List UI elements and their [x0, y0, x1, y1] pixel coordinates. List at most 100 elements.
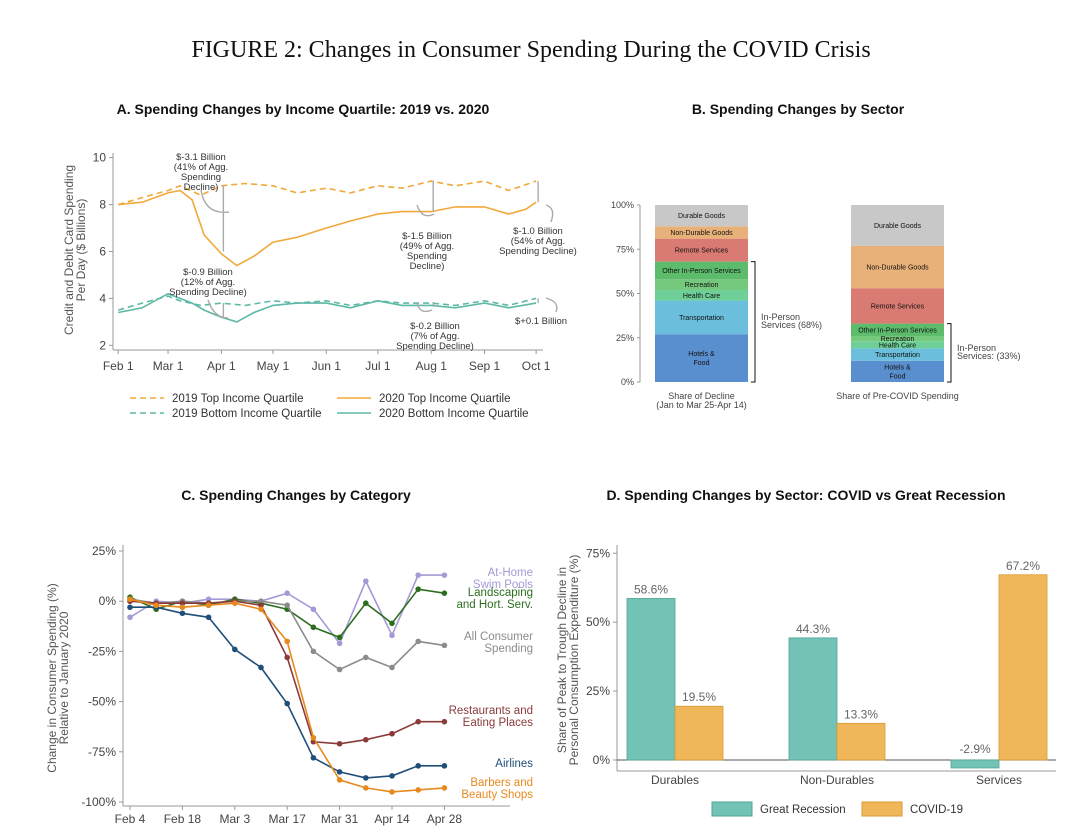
- x-tick-label: Feb 18: [164, 812, 202, 826]
- series-point: [415, 572, 422, 578]
- stacked-bar-segment: [655, 300, 748, 335]
- legend-label: 2019 Top Income Quartile: [172, 393, 303, 405]
- y-tick-label: 25%: [586, 684, 610, 698]
- series-line: [129, 598, 445, 793]
- annotation-text: (41% of Agg.: [174, 162, 228, 173]
- panel-a: A. Spending Changes by Income Quartile: …: [62, 101, 577, 420]
- series-point: [205, 602, 212, 609]
- annotation-text: Spending: [407, 251, 447, 262]
- y-tick-label: 50%: [586, 615, 610, 629]
- x-tick-label: Apr 1: [207, 359, 236, 373]
- y-axis-label-line: Personal Consumption Expenditure (%): [567, 555, 581, 766]
- y-tick-label: -75%: [88, 745, 116, 759]
- series-point: [310, 755, 317, 761]
- series-label: All Consumer: [464, 631, 533, 643]
- stacked-bar-segment: [655, 261, 748, 280]
- x-tick-label: Non-Durables: [800, 773, 874, 787]
- stacked-bar-segment: [851, 341, 944, 349]
- y-axis-label-line: Relative to January 2020: [57, 611, 71, 744]
- bar: [626, 598, 676, 761]
- series-point: [127, 614, 133, 621]
- bracket: [947, 323, 952, 383]
- x-tick-label: Feb 1: [103, 359, 134, 373]
- segment-label: Remote Services: [871, 303, 925, 310]
- bar-value-label: -2.9%: [959, 742, 991, 756]
- annotation-text: Spending Decline): [169, 287, 247, 298]
- series-label: and Hort. Serv.: [457, 599, 534, 611]
- series-label: At-Home: [488, 567, 533, 579]
- annotation-leader: [545, 297, 558, 313]
- x-tick-label: Mar 3: [219, 812, 250, 826]
- x-tick-label: May 1: [257, 359, 290, 373]
- x-tick-label: Oct 1: [522, 359, 551, 373]
- segment-label: Transportation: [679, 315, 724, 322]
- annotation-text: $-1.0 Billion: [513, 226, 563, 237]
- bracket: [751, 261, 756, 383]
- stacked-bar-segment: [851, 245, 944, 289]
- y-tick-label: 8: [99, 198, 106, 212]
- series-label: Eating Places: [463, 717, 534, 729]
- stacked-bar-segment: [851, 323, 944, 336]
- series-point: [363, 600, 369, 607]
- annotation-text: Spending: [181, 172, 221, 183]
- annotation-text: (49% of Agg.: [400, 241, 454, 252]
- series-point: [179, 604, 186, 611]
- series-point: [363, 654, 369, 661]
- series-line: [129, 588, 445, 639]
- series-label: Beauty Shops: [461, 789, 533, 801]
- series-point: [205, 614, 212, 621]
- annotation-text: (7% of Agg.: [410, 331, 459, 342]
- series-point: [389, 664, 395, 671]
- x-tick-label: Aug 1: [416, 359, 448, 373]
- series-point: [336, 740, 343, 747]
- series-point: [389, 620, 395, 627]
- series-point: [284, 602, 291, 609]
- series-point: [415, 586, 422, 592]
- panel-c-title: C. Spending Changes by Category: [181, 487, 411, 503]
- series-label: Landscaping: [468, 587, 533, 599]
- series-point: [284, 654, 291, 661]
- series-label: Airlines: [495, 758, 533, 770]
- segment-label: Food: [890, 373, 906, 380]
- annotation-leader: [416, 302, 433, 313]
- x-tick-label: Mar 31: [321, 812, 359, 826]
- series-point: [336, 666, 343, 673]
- segment-label: Health Care: [879, 342, 916, 349]
- series-point: [336, 769, 343, 775]
- bar-value-label: 13.3%: [844, 707, 878, 721]
- stacked-bar-segment: [851, 335, 944, 342]
- y-axis-label-line: Per Day ($ Billions): [74, 199, 88, 302]
- x-tick-label: Durables: [651, 773, 699, 787]
- x-tick-label: Services: [976, 773, 1022, 787]
- series-point: [441, 572, 448, 578]
- series-line: [117, 295, 537, 311]
- legend-label: 2019 Bottom Income Quartile: [172, 408, 322, 420]
- bar: [950, 759, 1000, 769]
- category-label: Share of Pre-COVID Spending: [836, 391, 959, 401]
- bar-value-label: 19.5%: [682, 690, 716, 704]
- x-tick-label: Mar 17: [269, 812, 307, 826]
- y-axis-label-line: Share of Peak to Trough Decline in: [555, 567, 569, 753]
- annotation-text: $-1.5 Billion: [402, 231, 452, 242]
- bar-value-label: 58.6%: [634, 582, 668, 596]
- panel-a-title: A. Spending Changes by Income Quartile: …: [117, 101, 490, 117]
- series-point: [363, 785, 369, 791]
- annotation-text: Spending Decline): [396, 341, 474, 352]
- y-axis-label-line: Change in Consumer Spending (%): [45, 583, 59, 772]
- stacked-bar-segment: [851, 348, 944, 361]
- panel-d: D. Spending Changes by Sector: COVID vs …: [555, 487, 1056, 817]
- series-point: [232, 600, 238, 607]
- series-line: [130, 606, 445, 779]
- series-point: [179, 600, 186, 607]
- stacked-bar-segment: [851, 288, 944, 324]
- legend-label: 2020 Bottom Income Quartile: [379, 408, 529, 420]
- series-point: [284, 638, 291, 645]
- y-axis-label: Change in Consumer Spending (%)Relative …: [45, 583, 71, 772]
- segment-label: Food: [694, 360, 710, 367]
- segment-label: Hotels &: [884, 364, 911, 371]
- series-point: [310, 648, 317, 655]
- bar: [788, 637, 838, 761]
- series-point: [310, 606, 317, 613]
- segment-label: Other In-Person Services: [858, 327, 937, 334]
